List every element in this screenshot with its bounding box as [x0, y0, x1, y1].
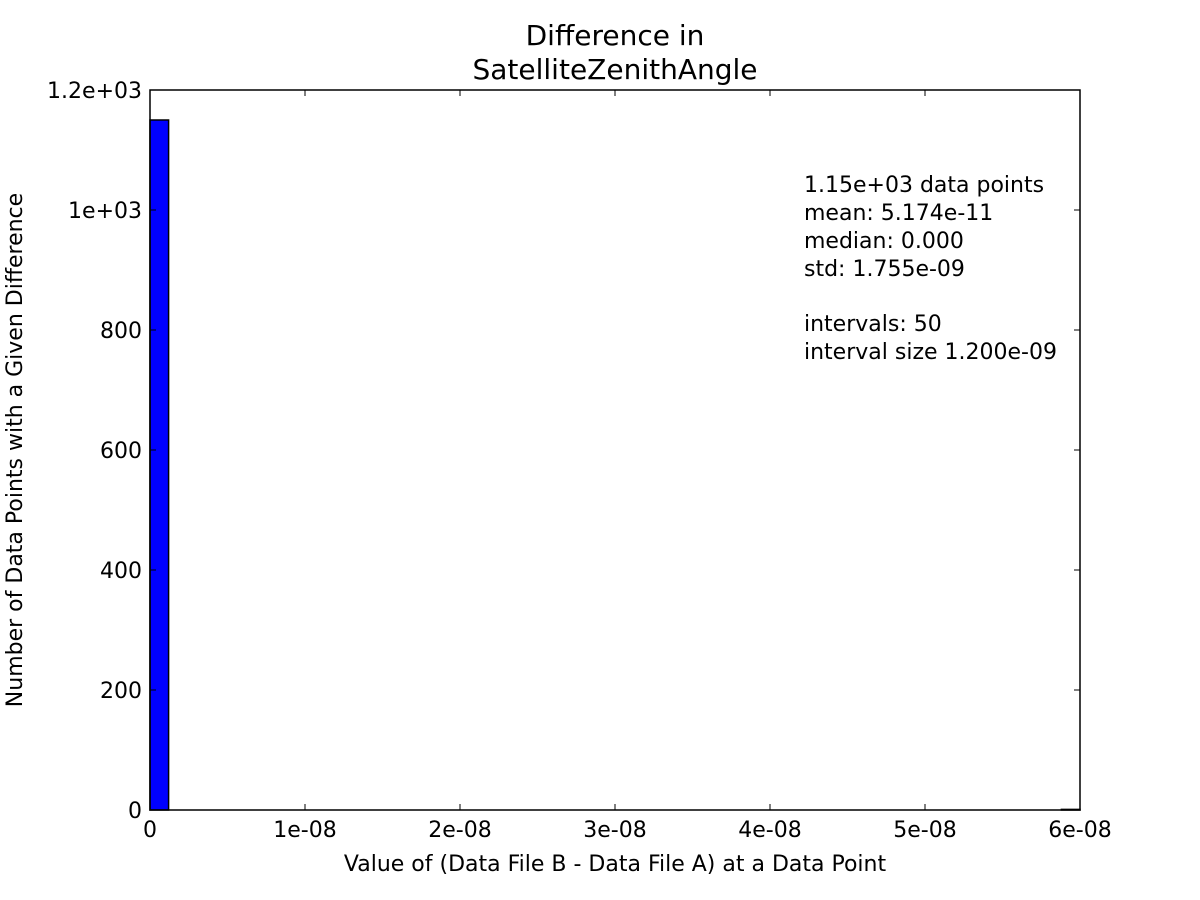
x-tick-label: 3e-08	[583, 818, 646, 843]
y-tick-label: 600	[100, 439, 142, 464]
x-tick-label: 2e-08	[428, 818, 491, 843]
y-tick-label: 1e+03	[68, 199, 142, 224]
x-tick-label: 1e-08	[273, 818, 336, 843]
y-tick-label: 400	[100, 559, 142, 584]
stats-count: 1.15e+03 data points	[804, 173, 1044, 198]
chart-title-line-1: Difference in	[526, 19, 705, 52]
x-axis-label: Value of (Data File B - Data File A) at …	[344, 852, 887, 877]
stats-box: 1.15e+03 data points mean: 5.174e-11 med…	[804, 173, 1057, 365]
y-axis-label: Number of Data Points with a Given Diffe…	[3, 193, 28, 707]
stats-intervals: intervals: 50	[804, 312, 942, 337]
x-tick-label: 4e-08	[738, 818, 801, 843]
chart-title: Difference in SatelliteZenithAngle	[472, 19, 757, 86]
stats-std: std: 1.755e-09	[804, 257, 965, 282]
y-tick-label: 800	[100, 319, 142, 344]
axis-ticks: 0 1e-08 2e-08 3e-08 4e-08 5e-08 6e-08 0 200 400 60…	[47, 79, 1112, 843]
y-tick-label: 1.2e+03	[47, 79, 142, 104]
stats-median: median: 0.000	[804, 229, 964, 254]
x-tick-label: 5e-08	[893, 818, 956, 843]
stats-mean: mean: 5.174e-11	[804, 201, 993, 226]
plot-frame	[149, 89, 1081, 811]
chart-title-line-2: SatelliteZenithAngle	[472, 53, 757, 86]
y-tick-label: 200	[100, 679, 142, 704]
y-tick-label: 0	[128, 799, 142, 824]
histogram-bar	[149, 119, 170, 811]
x-tick-label: 0	[143, 818, 157, 843]
stats-interval-size: interval size 1.200e-09	[804, 340, 1057, 365]
x-tick-label: 6e-08	[1048, 818, 1111, 843]
